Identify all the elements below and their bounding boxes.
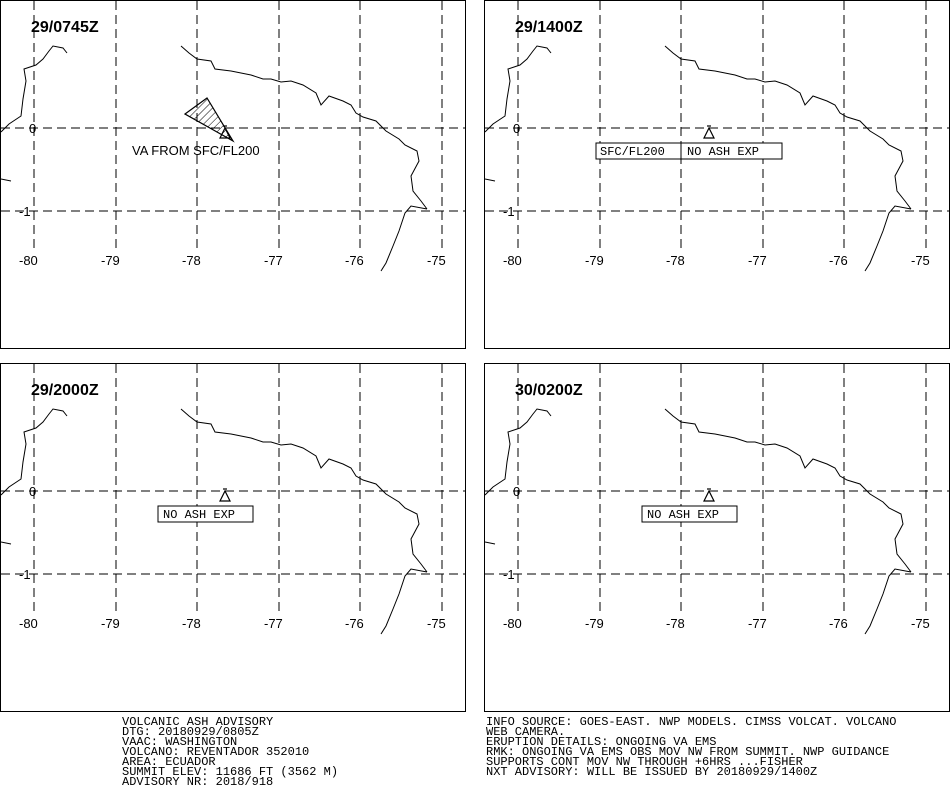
- coastline: [1, 45, 428, 272]
- volcano-triangle-icon: [219, 125, 231, 139]
- advisory-line: SUPPORTS CONT MOV NW THROUGH +6HRS ...FI…: [486, 755, 803, 769]
- coastline: [1, 408, 428, 635]
- latitude-tick-label: -1: [19, 204, 31, 219]
- latitude-tick-label: 0: [29, 484, 36, 499]
- latitude-tick-label: -1: [503, 567, 515, 582]
- forecast-panel-0200z: -80 -79 -78 -77 -76 -75 0 -1 NO ASH EXP 30/0200Z: [484, 363, 950, 712]
- forecast-label-box: [157, 505, 254, 523]
- advisory-line: INFO SOURCE: GOES-EAST. NWP MODELS. CIMS…: [486, 715, 897, 729]
- advisory-line: VOLCANO: REVENTADOR 352010: [122, 745, 310, 759]
- forecast-panel-2000z: -80 -79 -78 -77 -76 -75 0 -1 NO ASH EXP 29/2000Z: [0, 363, 466, 712]
- longitude-tick-label: -80: [19, 616, 38, 631]
- forecast-panel-0745z: -80 -79 -78 -77 -76 -75 0 -1 VA FROM SFC/FL200 2…: [0, 0, 466, 349]
- forecast-label-box: [595, 142, 783, 160]
- longitude-tick-label: -78: [182, 616, 201, 631]
- longitude-tick-label: -77: [264, 253, 283, 268]
- longitude-tick-label: -77: [748, 253, 767, 268]
- advisory-line: RMK: ONGOING VA EMS OBS MOV NW FROM SUMM…: [486, 745, 890, 759]
- map-canvas: -80 -79 -78 -77 -76 -75 0 -1 VA FROM SFC/FL200: [1, 1, 465, 272]
- latitude-tick-label: 0: [513, 121, 520, 136]
- longitude-tick-label: -78: [182, 253, 201, 268]
- ash-cloud-polygon: [183, 97, 235, 143]
- advisory-line: ADVISORY NR: 2018/918: [122, 775, 274, 789]
- longitude-tick-label: -76: [345, 616, 364, 631]
- advisory-text-left: VOLCANIC ASH ADVISORY DTG: 20180929/0805Z…: [122, 715, 339, 789]
- ash-level-label: VA FROM SFC/FL200: [132, 143, 260, 158]
- advisory-line: VAAC: WASHINGTON: [122, 735, 238, 749]
- map-canvas: -80 -79 -78 -77 -76 -75 0 -1 NO ASH EXP: [1, 364, 465, 635]
- volcano-triangle-icon: [703, 488, 715, 502]
- longitude-tick-label: -77: [748, 616, 767, 631]
- volcano-triangle-icon: [703, 125, 715, 139]
- coastline: [1, 541, 12, 545]
- forecast-label-box: [641, 505, 738, 523]
- no-ash-label: NO ASH EXP: [647, 508, 719, 522]
- coastline: [485, 408, 912, 635]
- longitude-tick-label: -76: [829, 253, 848, 268]
- map-canvas: -80 -79 -78 -77 -76 -75 0 -1 NO ASH EXP: [485, 364, 949, 635]
- longitude-tick-label: -75: [427, 616, 446, 631]
- longitude-tick-label: -76: [829, 616, 848, 631]
- longitude-tick-label: -75: [911, 253, 930, 268]
- longitude-tick-label: -76: [345, 253, 364, 268]
- no-ash-label: NO ASH EXP: [687, 145, 759, 159]
- longitude-tick-label: -80: [19, 253, 38, 268]
- volcano-triangle-icon: [219, 488, 231, 502]
- latitude-tick-label: -1: [19, 567, 31, 582]
- longitude-tick-label: -79: [101, 616, 120, 631]
- latitude-tick-label: 0: [513, 484, 520, 499]
- longitude-tick-label: -77: [264, 616, 283, 631]
- longitude-tick-label: -80: [503, 616, 522, 631]
- ash-level-label: SFC/FL200: [600, 145, 665, 159]
- advisory-text-right: INFO SOURCE: GOES-EAST. NWP MODELS. CIMS…: [486, 715, 897, 779]
- coastline: [485, 178, 496, 182]
- longitude-tick-label: -80: [503, 253, 522, 268]
- map-canvas: -80 -79 -78 -77 -76 -75 0 -1 SFC/FL200 NO ASH EXP: [485, 1, 949, 272]
- longitude-tick-label: -79: [585, 253, 604, 268]
- longitude-tick-label: -79: [101, 253, 120, 268]
- latitude-tick-label: -1: [503, 204, 515, 219]
- advisory-line: AREA: ECUADOR: [122, 755, 216, 769]
- longitude-tick-label: -78: [666, 616, 685, 631]
- forecast-panel-1400z: -80 -79 -78 -77 -76 -75 0 -1 SFC/FL200 NO ASH EXP…: [484, 0, 950, 349]
- panel-title: 29/2000Z: [31, 382, 99, 399]
- advisory-line: WEB CAMERA.: [486, 725, 566, 739]
- no-ash-label: NO ASH EXP: [163, 508, 235, 522]
- longitude-tick-label: -75: [911, 616, 930, 631]
- panel-title: 29/0745Z: [31, 19, 99, 36]
- longitude-tick-label: -78: [666, 253, 685, 268]
- advisory-line: NXT ADVISORY: WILL BE ISSUED BY 20180929…: [486, 765, 818, 779]
- coastline: [485, 45, 912, 272]
- longitude-tick-label: -75: [427, 253, 446, 268]
- latitude-tick-label: 0: [29, 121, 36, 136]
- advisory-line: DTG: 20180929/0805Z: [122, 725, 259, 739]
- panel-title: 30/0200Z: [515, 382, 583, 399]
- advisory-line: ERUPTION DETAILS: ONGOING VA EMS: [486, 735, 717, 749]
- panel-title: 29/1400Z: [515, 19, 583, 36]
- coastline: [1, 178, 12, 182]
- coastline: [485, 541, 496, 545]
- advisory-line: SUMMIT ELEV: 11686 FT (3562 M): [122, 765, 339, 779]
- longitude-tick-label: -79: [585, 616, 604, 631]
- advisory-line: VOLCANIC ASH ADVISORY: [122, 715, 274, 729]
